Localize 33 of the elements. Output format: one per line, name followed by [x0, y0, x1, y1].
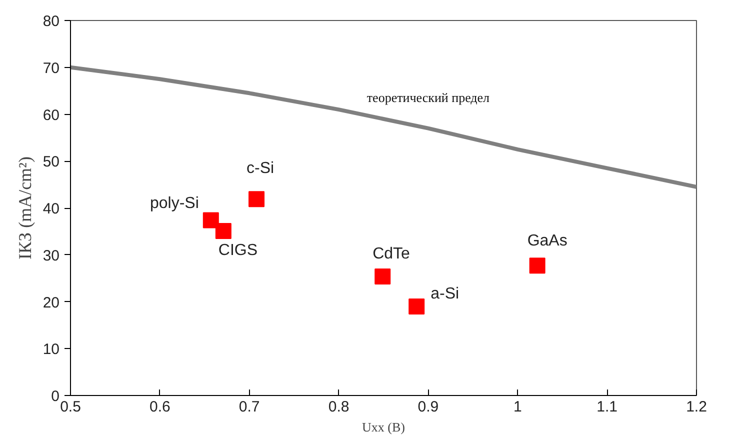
y-tick-label: 40 [42, 200, 60, 218]
y-tick-label: 50 [42, 154, 60, 171]
y-tick-label: 70 [42, 60, 60, 77]
y-axis-title: IКЗ (mA/cm²) [14, 156, 35, 260]
series-label: CdTe [372, 245, 410, 262]
x-tick-label: 1.2 [686, 398, 707, 416]
x-tick-label: 0.8 [328, 398, 350, 416]
series-label: CIGS [218, 242, 258, 259]
y-tick-label: 30 [42, 247, 60, 264]
y-tick-label: 0 [51, 388, 60, 405]
x-tick-label: 0.7 [238, 398, 260, 416]
y-tick-label: 20 [42, 294, 60, 312]
series-label: теоретический предел [366, 90, 490, 105]
series-label: poly-Si [150, 195, 199, 212]
point [202, 212, 219, 228]
point [529, 258, 546, 274]
x-tick-label: 1.1 [596, 398, 618, 416]
x-tick-label: 1 [513, 398, 522, 416]
point [408, 298, 425, 314]
line-series [70, 65, 696, 189]
series-label: c-Si [246, 160, 274, 178]
series-label: GaAs [527, 232, 568, 250]
point [215, 222, 232, 239]
x-tick-label: 0.6 [150, 398, 170, 416]
y-tick-label: 10 [42, 341, 60, 358]
series-label: a-Si [430, 285, 460, 302]
point [374, 268, 391, 284]
x-tick-label: 0.5 [60, 398, 81, 416]
point [248, 191, 265, 208]
y-tick-label: 60 [42, 106, 60, 124]
y-tick-label: 80 [42, 13, 60, 30]
x-tick-label: 0.9 [418, 398, 439, 416]
x-axis-title: Uxx (B) [362, 420, 405, 434]
